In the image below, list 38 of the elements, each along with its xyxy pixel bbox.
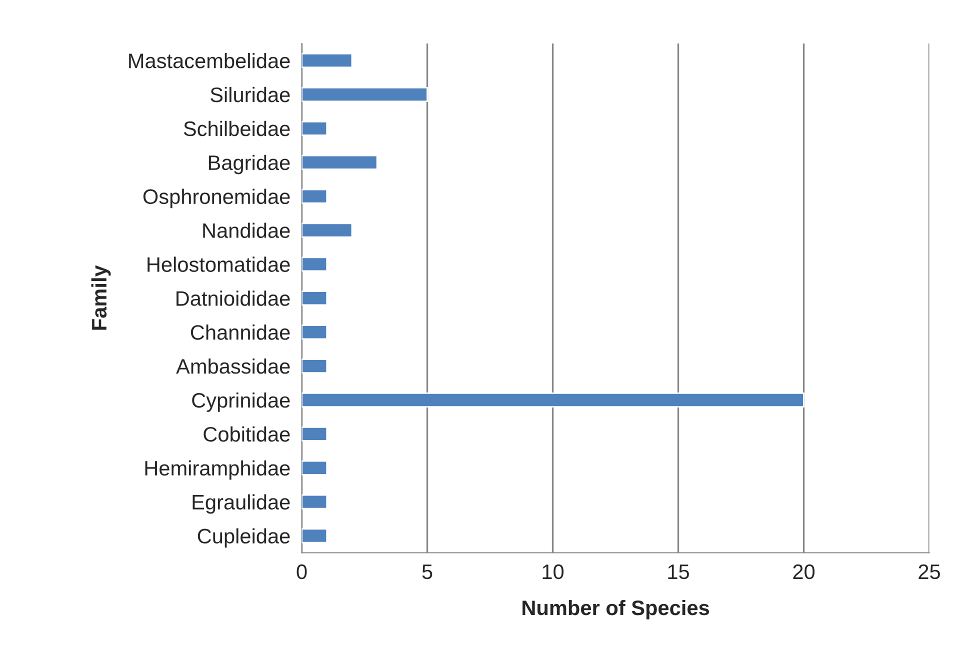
bar xyxy=(302,120,328,136)
bar xyxy=(302,290,328,306)
bar xyxy=(302,188,328,204)
x-tick-label: 0 xyxy=(296,564,307,580)
bar xyxy=(302,460,328,476)
bar xyxy=(302,86,428,102)
x-tick-label: 10 xyxy=(542,564,564,580)
x-tick-label: 5 xyxy=(422,564,432,580)
x-tick-label: 25 xyxy=(918,564,940,580)
y-axis-title: Family xyxy=(91,265,111,330)
y-tick-label: Cyprinidae xyxy=(192,392,290,412)
bar xyxy=(302,324,328,340)
bar xyxy=(302,154,378,170)
y-tick-label: Osphronemidae xyxy=(143,188,290,208)
x-tick-label: 15 xyxy=(668,564,689,580)
bar xyxy=(302,53,353,68)
y-tick-label: Cupleidae xyxy=(198,528,290,548)
bar xyxy=(302,494,328,510)
x-axis-title: Number of Species xyxy=(522,600,710,620)
y-tick-label: Nandidae xyxy=(203,222,290,238)
bar xyxy=(302,426,328,442)
y-tick-label: Egraulidae xyxy=(192,494,290,514)
bar xyxy=(302,256,328,272)
bar xyxy=(302,392,804,408)
y-tick-label: Hemiramphidae xyxy=(145,460,290,480)
bar xyxy=(302,222,353,238)
y-tick-label: Bagridae xyxy=(208,154,290,174)
y-tick-label: Mastacembelidae xyxy=(129,52,290,68)
bar xyxy=(302,528,328,544)
y-tick-label: Schilbeidae xyxy=(184,120,290,136)
y-tick-label: Datnioididae xyxy=(176,290,290,306)
bar xyxy=(302,358,328,374)
x-tick-label: 20 xyxy=(793,564,815,580)
y-tick-label: Siluridae xyxy=(210,86,290,102)
y-tick-label: Ambassidae xyxy=(176,358,290,374)
y-tick-label: Channidae xyxy=(190,324,290,340)
y-tick-label: Cobitidae xyxy=(204,426,290,442)
y-tick-label: Helostomatidae xyxy=(148,256,290,272)
